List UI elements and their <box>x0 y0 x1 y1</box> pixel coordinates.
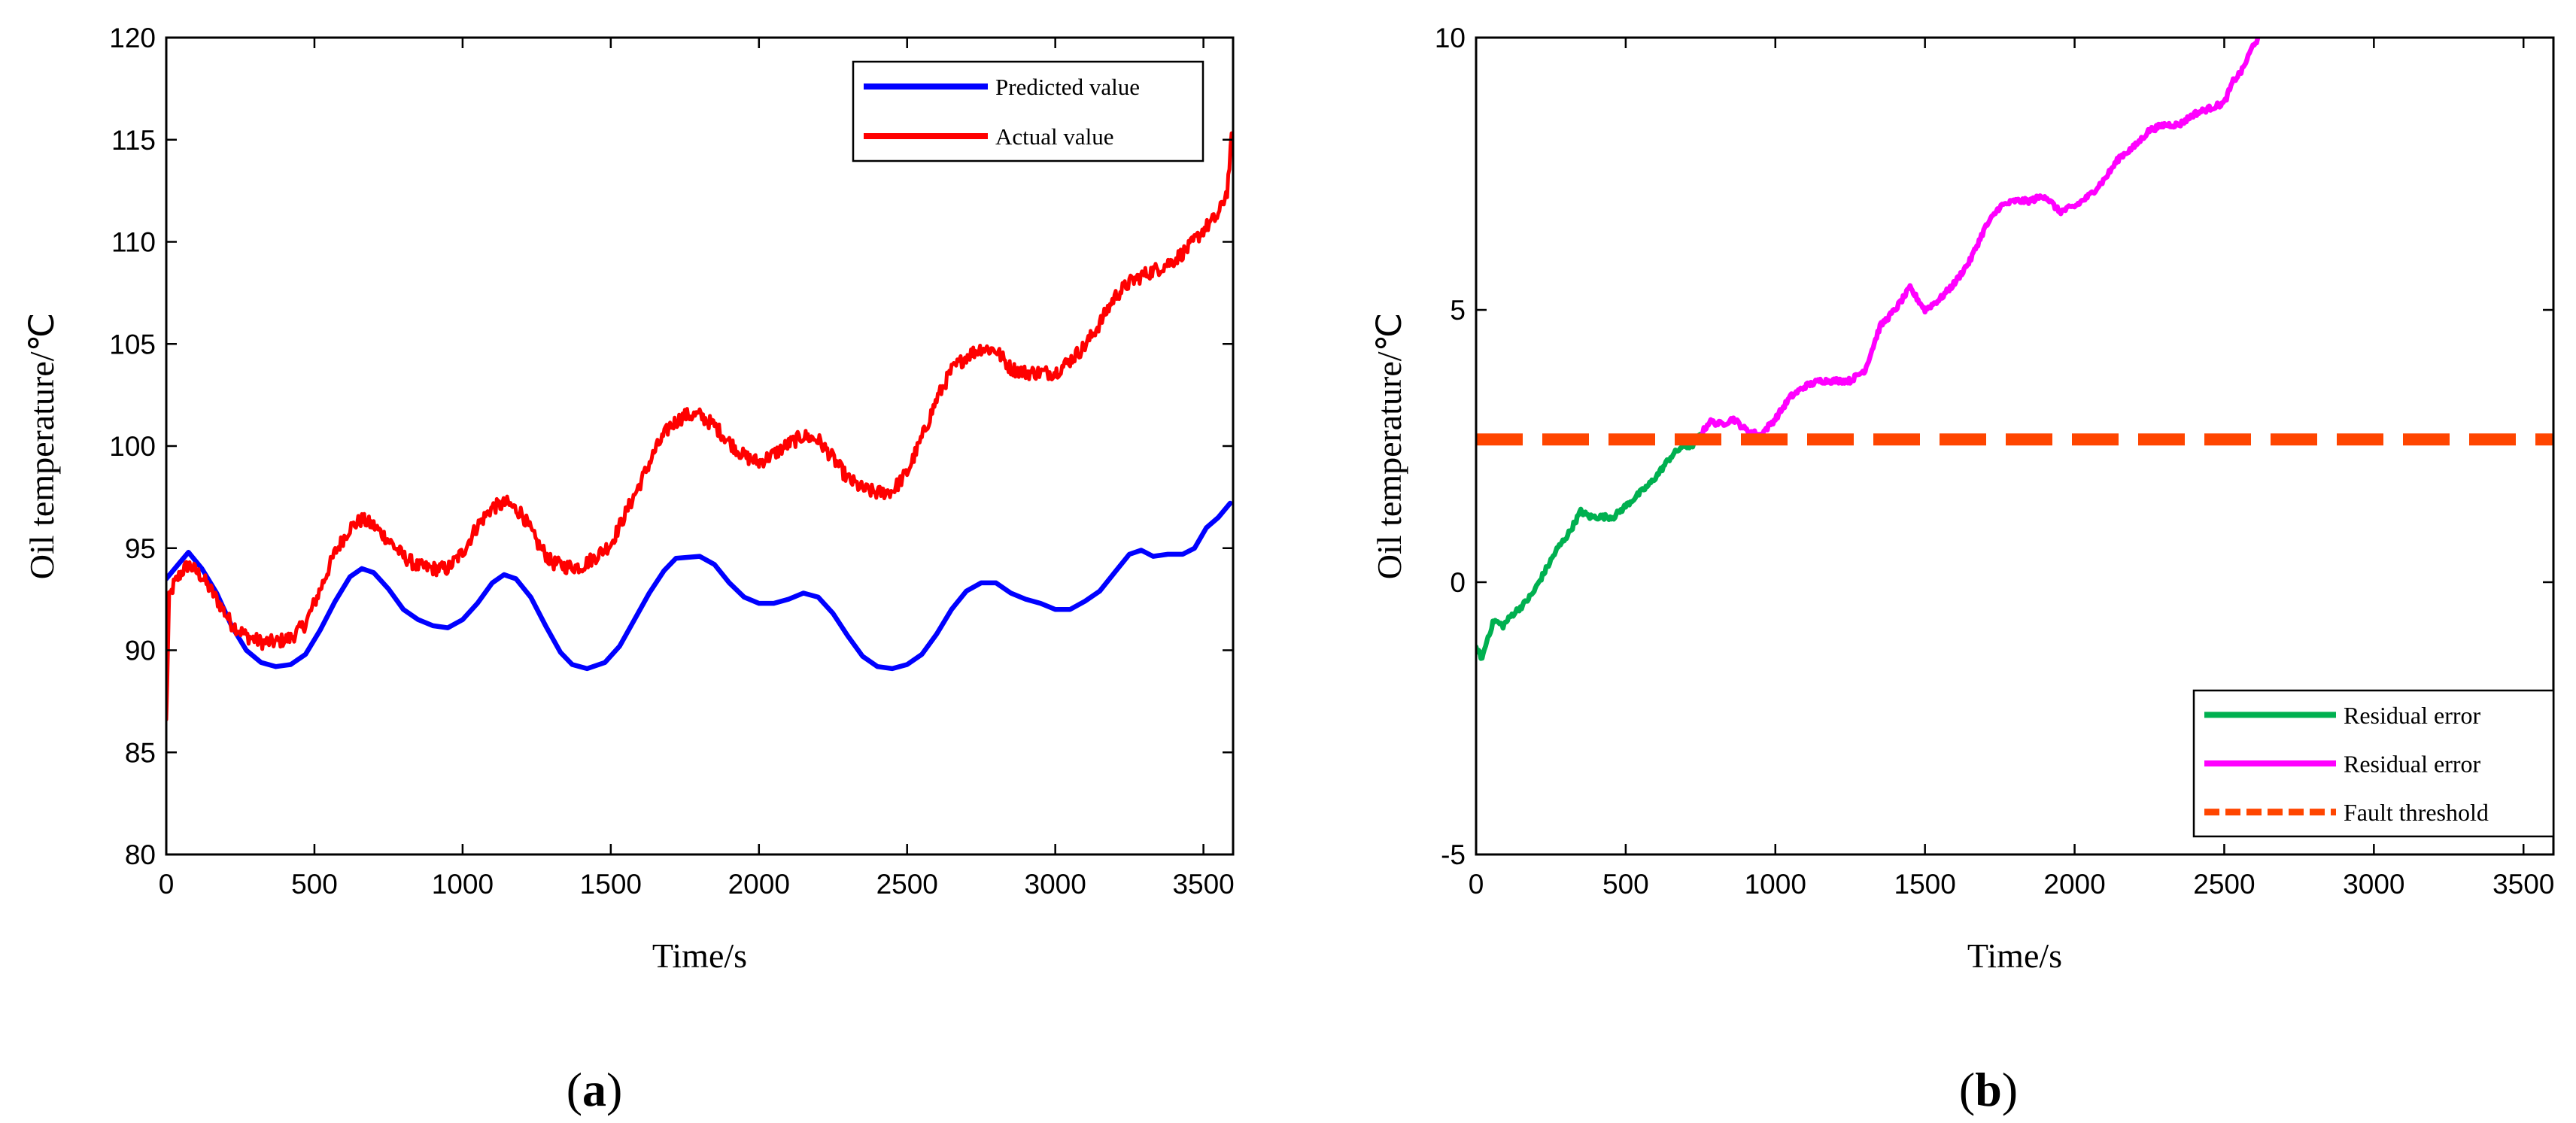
x-tick-label-a-0: 0 <box>159 869 175 900</box>
y-tick-label-b-3: 10 <box>1435 23 1466 53</box>
y-tick-label-a-7: 115 <box>111 125 156 156</box>
x-tick-label-a-1: 500 <box>291 869 338 900</box>
x-axis-label-a: Time/s <box>652 936 747 975</box>
x-tick-label-b-5: 2500 <box>2193 869 2255 900</box>
chart-b: 0 500 1000 1500 2000 2500 3000 3500-50510Time/s… <box>1370 23 2555 1116</box>
y-tick-label-a-6: 110 <box>111 227 156 258</box>
y-axis-label-a: Oil temperature/℃ <box>23 313 61 579</box>
y-tick-label-a-8: 120 <box>109 23 156 53</box>
x-tick-label-b-3: 1500 <box>1894 869 1956 900</box>
legend-label-b-1: Residual error <box>2344 751 2481 778</box>
y-tick-label-b-0: -5 <box>1441 839 1466 870</box>
panel-letter-b: b <box>1975 1063 2002 1116</box>
x-tick-label-b-0: 0 <box>1469 869 1484 900</box>
panel-paren-close-b: ) <box>2002 1063 2018 1116</box>
series-group-a <box>166 131 1233 722</box>
series-line-b-1 <box>1698 38 2262 439</box>
x-tick-label-a-3: 1500 <box>580 869 642 900</box>
y-tick-label-a-0: 80 <box>125 839 156 870</box>
y-tick-label-b-2: 5 <box>1450 295 1466 326</box>
x-tick-label-b-1: 500 <box>1602 869 1649 900</box>
x-tick-label-a-4: 2000 <box>728 869 790 900</box>
x-tick-label-b-6: 3000 <box>2343 869 2404 900</box>
panel-label-b: (b) <box>1959 1063 2018 1116</box>
chart-a: 0 500 1000 1500 2000 2500 3000 3500 80 85 90 95 100 1… <box>23 23 1235 1116</box>
x-tick-label-b-4: 2000 <box>2043 869 2105 900</box>
panel-paren-close-a: ) <box>606 1063 622 1116</box>
y-tick-label-a-3: 95 <box>125 533 156 564</box>
panel-label-a: (a) <box>567 1063 623 1116</box>
legend-label-b-2: Fault threshold <box>2344 799 2489 826</box>
x-tick-label-a-2: 1000 <box>432 869 494 900</box>
y-axis-label-b: Oil temperature/℃ <box>1370 313 1408 579</box>
y-tick-label-a-4: 100 <box>109 431 156 462</box>
x-tick-label-a-7: 3500 <box>1172 869 1234 900</box>
series-line-a-1 <box>166 131 1233 722</box>
series-line-a-0 <box>166 500 1233 672</box>
x-tick-label-b-2: 1000 <box>1745 869 1806 900</box>
y-tick-label-a-1: 85 <box>125 737 156 768</box>
x-axis-label-b: Time/s <box>1967 936 2062 975</box>
y-tick-label-a-5: 105 <box>109 329 156 360</box>
panel-paren-open-a: ( <box>567 1063 582 1116</box>
series-line-b-0 <box>1476 431 1703 661</box>
x-tick-label-b-7: 3500 <box>2492 869 2554 900</box>
x-tick-label-a-6: 3000 <box>1025 869 1086 900</box>
x-tick-label-a-5: 2500 <box>876 869 938 900</box>
series-group-b <box>1476 38 2553 661</box>
legend-label-b-0: Residual error <box>2344 702 2481 729</box>
y-tick-label-a-2: 90 <box>125 636 156 666</box>
y-tick-label-b-1: 0 <box>1450 567 1466 598</box>
legend-label-a-0: Predicted value <box>995 74 1140 100</box>
panel-letter-a: a <box>582 1063 606 1116</box>
legend-label-a-1: Actual value <box>995 123 1114 150</box>
plot-area-a <box>166 38 1233 854</box>
plot-frame-b <box>1475 36 2555 856</box>
legend-box-a <box>852 60 1204 162</box>
panel-paren-open-b: ( <box>1959 1063 1975 1116</box>
